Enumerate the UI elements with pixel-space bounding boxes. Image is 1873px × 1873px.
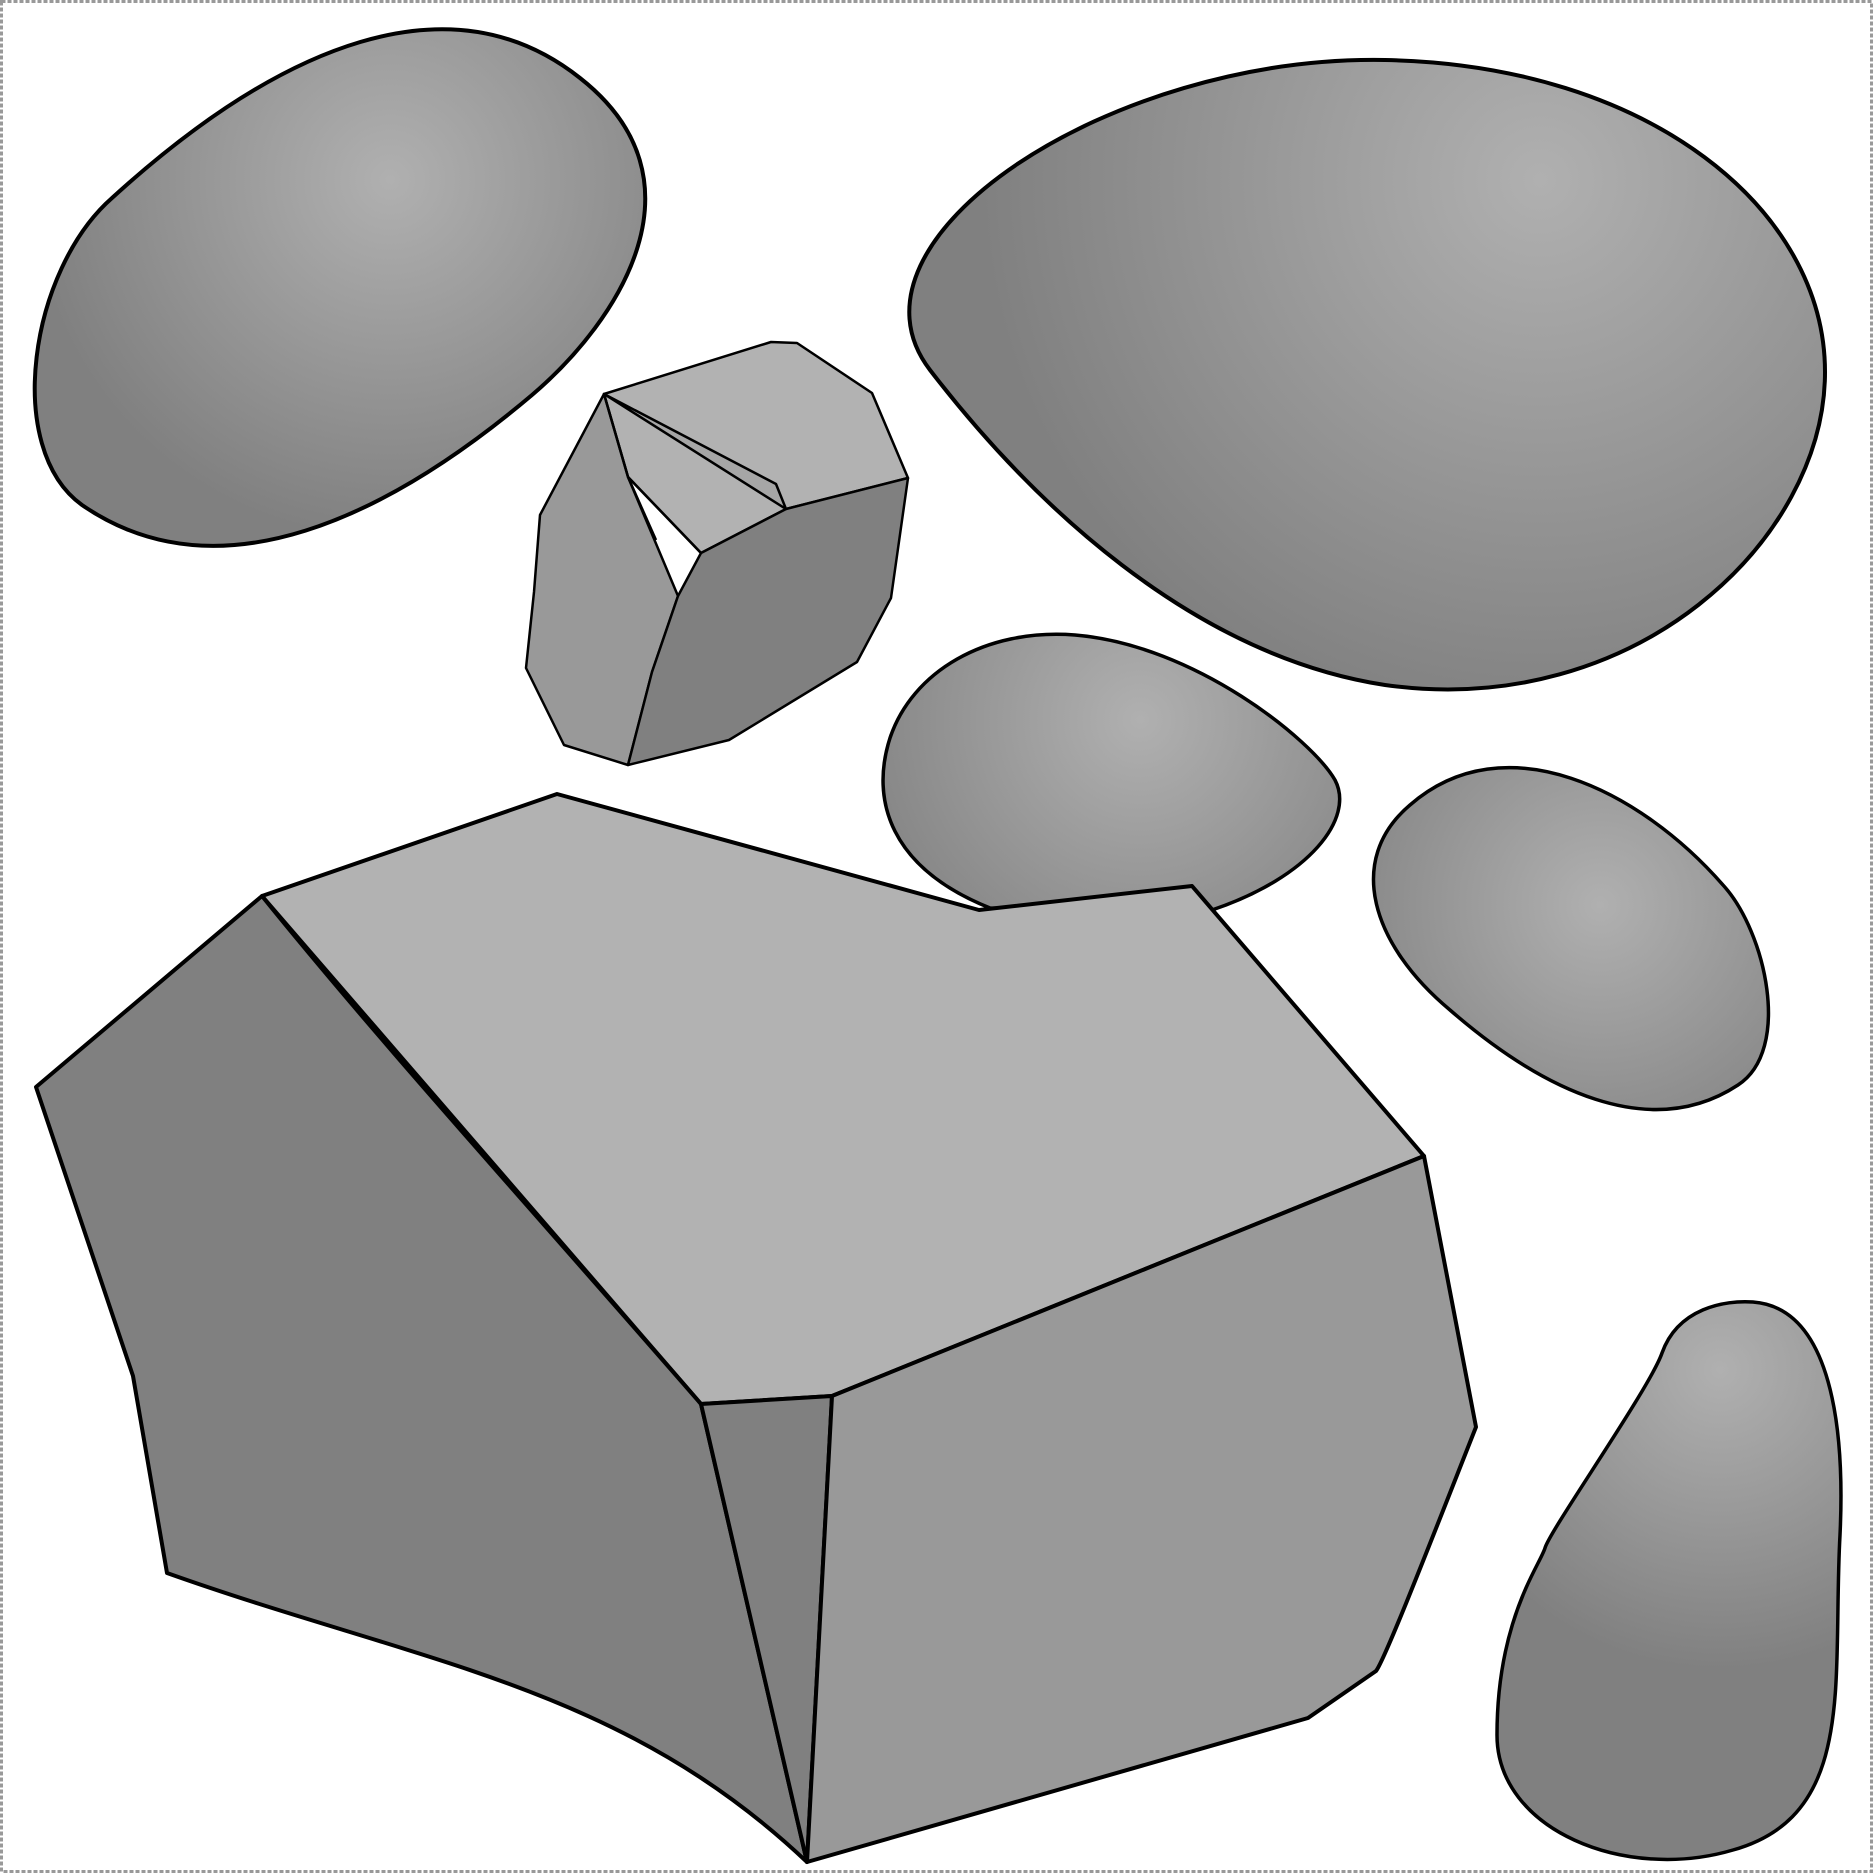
large-rock-right-face	[805, 1154, 1478, 1864]
stone-upper-left	[32, 27, 648, 548]
stone-upper-right-large	[907, 57, 1827, 692]
large-faceted-rock	[34, 792, 1478, 1864]
small-rock-facet-line	[626, 476, 658, 541]
stone-middle	[881, 632, 1342, 912]
stone-lower-right	[1495, 1299, 1843, 1862]
small-faceted-rock	[524, 340, 910, 767]
small-rock-left-face	[524, 392, 680, 767]
small-rock-inner-facet	[602, 392, 788, 511]
small-rock-right-face	[626, 476, 910, 767]
stone-right-middle	[1371, 765, 1771, 1112]
large-rock-left-face	[34, 894, 809, 1864]
